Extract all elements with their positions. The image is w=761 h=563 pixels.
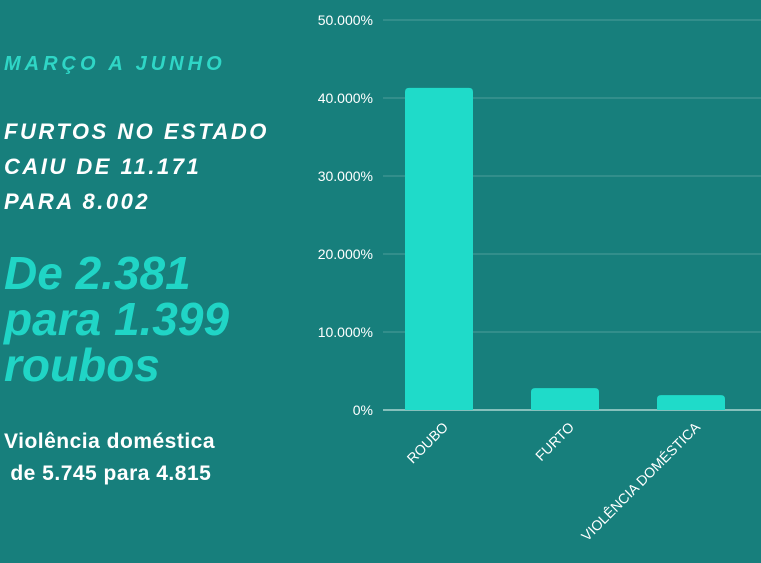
robbery-highlight: De 2.381 para 1.399 roubos bbox=[4, 250, 229, 388]
x-category-label: ROUBO bbox=[404, 419, 452, 467]
robbery-line-3: roubos bbox=[4, 339, 160, 391]
violence-line-2: de 5.745 para 4.815 bbox=[4, 462, 212, 485]
x-category-label: VIOLÊNCIA DOMÉSTICA bbox=[578, 418, 704, 544]
headline-line-3: PARA 8.002 bbox=[4, 189, 151, 214]
headline-line-1: FURTOS NO ESTADO bbox=[4, 119, 269, 144]
period-label: MARÇO A JUNHO bbox=[4, 53, 226, 75]
bar bbox=[405, 87, 473, 411]
y-tick-label: 40.000% bbox=[318, 90, 373, 106]
headline-line-2: CAIU DE 11.171 bbox=[4, 154, 202, 179]
bar bbox=[657, 395, 725, 410]
robbery-line-2: para 1.399 bbox=[4, 293, 230, 345]
robbery-line-1: De 2.381 bbox=[4, 247, 191, 299]
bar bbox=[531, 388, 599, 410]
y-tick-label: 10.000% bbox=[318, 324, 373, 340]
y-tick-label: 20.000% bbox=[318, 246, 373, 262]
y-tick-label: 30.000% bbox=[318, 168, 373, 184]
y-tick-label: 0% bbox=[353, 402, 373, 418]
y-tick-label: 50.000% bbox=[318, 12, 373, 28]
domestic-violence-note: Violência doméstica de 5.745 para 4.815 bbox=[4, 426, 215, 490]
x-category-label: FURTO bbox=[532, 419, 577, 464]
violence-line-1: Violência doméstica bbox=[4, 430, 216, 453]
headline: FURTOS NO ESTADO CAIU DE 11.171 PARA 8.0… bbox=[4, 114, 269, 219]
